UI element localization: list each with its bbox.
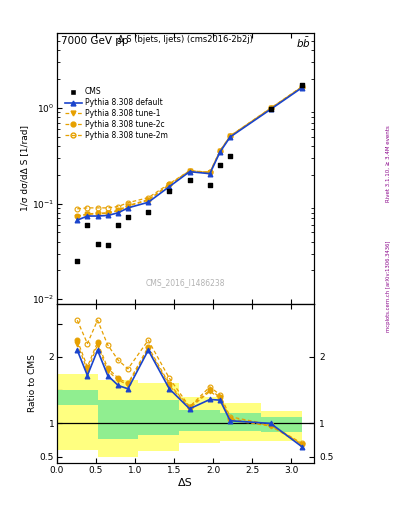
Point [94, 240, 101, 248]
X-axis label: ΔS: ΔS [178, 478, 193, 488]
Text: 7000 GeV pp: 7000 GeV pp [61, 36, 129, 46]
Point [166, 187, 173, 195]
Text: mcplots.cern.ch [arXiv:1306.3436]: mcplots.cern.ch [arXiv:1306.3436] [386, 241, 391, 332]
Point [115, 221, 121, 229]
Point [186, 176, 193, 184]
Text: Rivet 3.1.10, ≥ 3.4M events: Rivet 3.1.10, ≥ 3.4M events [386, 125, 391, 202]
Y-axis label: 1/σ dσ/dΔ S [1/rad]: 1/σ dσ/dΔ S [1/rad] [20, 125, 29, 211]
Point [207, 181, 213, 189]
Y-axis label: Ratio to CMS: Ratio to CMS [28, 354, 37, 413]
Text: b$\mathdefault{\bar{b}}$: b$\mathdefault{\bar{b}}$ [296, 36, 310, 50]
Text: CMS_2016_I1486238: CMS_2016_I1486238 [146, 279, 226, 287]
Point [299, 80, 305, 89]
Point [74, 257, 81, 265]
Point [125, 213, 131, 221]
Point [268, 104, 274, 113]
Legend: CMS, Pythia 8.308 default, Pythia 8.308 tune-1, Pythia 8.308 tune-2c, Pythia 8.3: CMS, Pythia 8.308 default, Pythia 8.308 … [63, 86, 169, 141]
Point [105, 241, 111, 249]
Point [217, 160, 223, 168]
Point [145, 208, 151, 216]
Point [227, 152, 233, 160]
Text: Δ S (bjets, ljets) (cms2016-2b2j): Δ S (bjets, ljets) (cms2016-2b2j) [118, 35, 253, 44]
Point [84, 221, 90, 229]
